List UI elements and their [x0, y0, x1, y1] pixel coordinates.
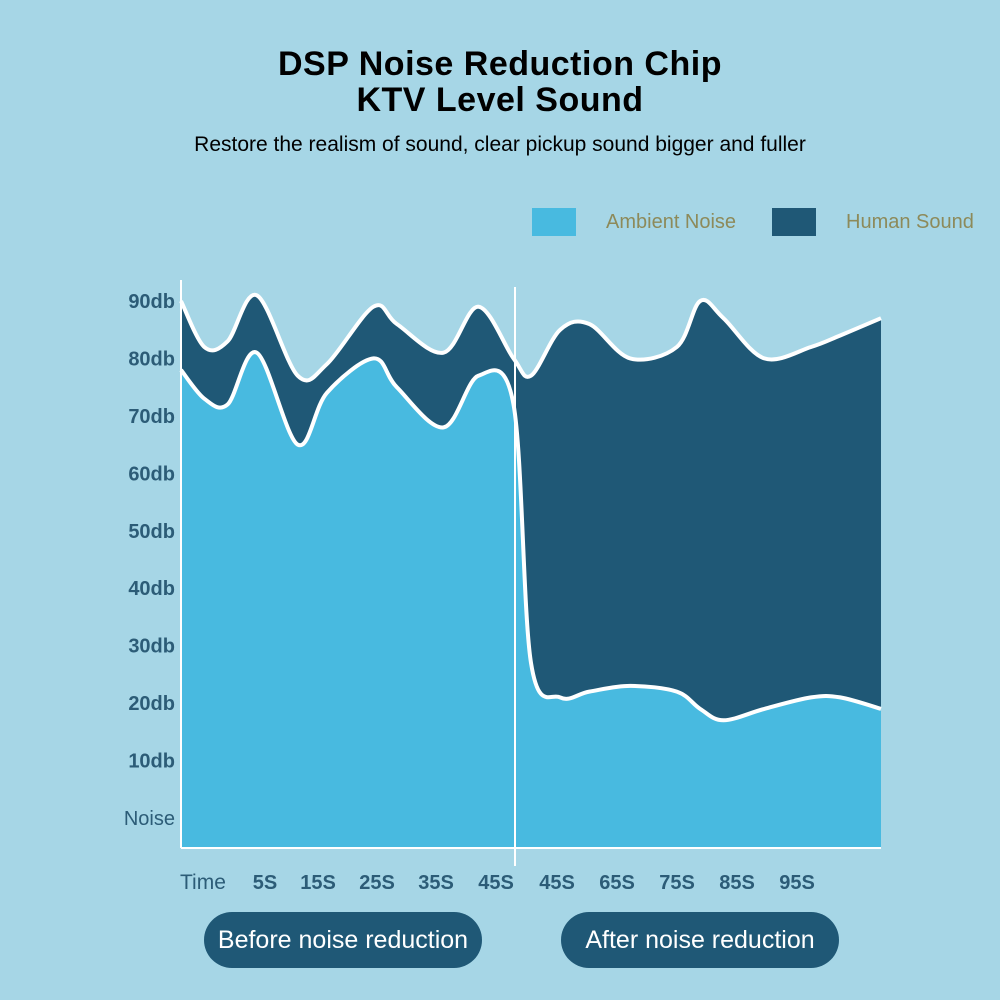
x-tick-label: 45S — [539, 872, 575, 894]
x-tick-label: 75S — [659, 872, 695, 894]
legend-swatch-ambient-noise — [532, 208, 576, 236]
legend-swatch-human-sound — [772, 208, 816, 236]
y-tick-label: 30db — [128, 636, 175, 658]
ambient-noise-line — [179, 350, 882, 723]
x-axis-title: Time — [180, 871, 226, 894]
title-line-2: KTV Level Sound — [356, 81, 644, 119]
x-tick-label: 35S — [418, 872, 454, 894]
x-tick-label: 45S — [478, 872, 514, 894]
legend-label-ambient-noise: Ambient Noise — [606, 210, 737, 233]
y-tick-label: 50db — [128, 521, 175, 543]
legend-item-ambient-noise: Ambient Noise — [532, 207, 736, 237]
human-sound-line — [179, 293, 882, 383]
legend-label-human-sound: Human Sound — [846, 210, 974, 233]
y-tick-label: 40db — [128, 578, 175, 600]
y-tick-label: 70db — [128, 406, 175, 428]
x-tick-label: 15S — [300, 872, 336, 894]
after-noise-reduction-button[interactable]: After noise reduction — [561, 912, 839, 968]
x-tick-label: 65S — [599, 872, 635, 894]
y-tick-label: 60db — [128, 463, 175, 485]
x-tick-label: 85S — [719, 872, 755, 894]
y-tick-label: 80db — [128, 348, 175, 370]
y-tick-label: 20db — [128, 693, 175, 715]
legend-item-human-sound: Human Sound — [772, 207, 974, 237]
x-tick-label: 5S — [253, 872, 277, 894]
chart-subtitle: Restore the realism of sound, clear pick… — [194, 133, 806, 156]
x-tick-label: 95S — [779, 872, 815, 894]
ambient-noise-area — [181, 352, 881, 848]
y-tick-label: 90db — [128, 291, 175, 313]
before-noise-reduction-button[interactable]: Before noise reduction — [204, 912, 482, 968]
x-tick-label: 25S — [359, 872, 395, 894]
chart-title: DSP Noise Reduction Chip KTV Level Sound — [0, 46, 1000, 118]
title-line-1: DSP Noise Reduction Chip — [278, 45, 722, 83]
y-tick-label: Noise — [124, 808, 175, 830]
y-tick-label: 10db — [128, 751, 175, 773]
